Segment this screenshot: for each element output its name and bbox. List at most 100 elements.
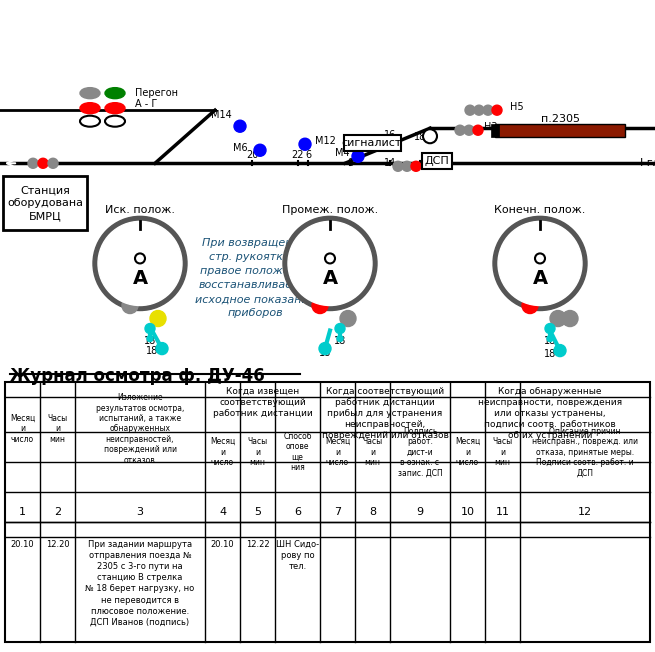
Text: 12: 12 [578, 507, 592, 517]
Text: ЧГ: ЧГ [208, 75, 221, 85]
Text: М14: М14 [212, 110, 232, 120]
Circle shape [299, 138, 311, 150]
Text: ЧД: ЧД [14, 135, 30, 145]
Text: Когда соответствующий
работник дистанции
прибыл для устранения
неисправностей,
п: Когда соответствующий работник дистанции… [322, 387, 449, 441]
Text: Ст. Г: Ст. Г [171, 71, 219, 89]
Text: I гл.: I гл. [640, 158, 655, 168]
Text: 2: 2 [54, 507, 61, 517]
Circle shape [98, 222, 182, 306]
Text: 22: 22 [291, 150, 305, 160]
Circle shape [411, 161, 421, 171]
Circle shape [28, 158, 38, 168]
Text: 12.22: 12.22 [246, 540, 269, 549]
Text: Ст. А: Ст. А [345, 41, 415, 65]
Text: Часы
и
мин: Часы и мин [248, 437, 267, 467]
Text: Перегон
А - Г: Перегон А - Г [135, 87, 178, 109]
Text: Иск. полож.: Иск. полож. [105, 205, 175, 215]
Text: 8: 8 [369, 507, 376, 517]
Text: сигналист: сигналист [342, 138, 402, 148]
Text: Месяц
и
число: Месяц и число [10, 414, 35, 444]
Circle shape [393, 161, 403, 171]
Circle shape [423, 129, 437, 143]
Text: 14: 14 [384, 158, 396, 168]
Text: Конечн. полож.: Конечн. полож. [495, 205, 586, 215]
Text: п.2305: п.2305 [540, 114, 580, 124]
Text: 9: 9 [417, 507, 424, 517]
Text: 10: 10 [460, 507, 474, 517]
Text: Часы
и
мин: Часы и мин [47, 414, 67, 444]
Text: 16: 16 [384, 130, 396, 140]
Circle shape [455, 125, 465, 135]
Circle shape [464, 125, 474, 135]
Text: 6: 6 [294, 507, 301, 517]
Text: А: А [533, 269, 548, 288]
Text: М12: М12 [315, 136, 336, 146]
Circle shape [150, 310, 166, 327]
Text: Месяц
и
число: Месяц и число [455, 437, 480, 467]
FancyBboxPatch shape [491, 125, 499, 137]
Circle shape [312, 297, 328, 314]
Circle shape [325, 254, 335, 263]
Text: 18: 18 [334, 336, 346, 346]
Text: 4: 4 [219, 507, 226, 517]
Text: 12.20: 12.20 [46, 540, 69, 549]
Text: 8: 8 [347, 158, 353, 168]
Text: 18: 18 [146, 346, 158, 355]
Text: Описание причин
неисправн., поврежд. или
отказа, принятые меры.
Подписи соотв. р: Описание причин неисправн., поврежд. или… [532, 427, 638, 477]
FancyBboxPatch shape [495, 125, 625, 137]
Circle shape [283, 216, 377, 310]
Text: Когда извещен
соответствующий
работник дистанции: Когда извещен соответствующий работник д… [213, 387, 312, 419]
Text: ШН Сидо-
рову по
тел.: ШН Сидо- рову по тел. [276, 540, 319, 571]
Text: Когда обнаруженные
неисправности, повреждения
или отказы устранены,
подписи соот: Когда обнаруженные неисправности, повреж… [478, 387, 622, 441]
Text: 11: 11 [495, 507, 510, 517]
Text: 1: 1 [19, 507, 26, 517]
Text: 3: 3 [136, 507, 143, 517]
Text: 18: 18 [544, 336, 556, 346]
Text: Подпись
работ.
дист-и
в ознак. с
запис. ДСП: Подпись работ. дист-и в ознак. с запис. … [398, 427, 442, 477]
Text: 18: 18 [144, 336, 156, 346]
Text: 20.10: 20.10 [10, 540, 34, 549]
Text: Н5: Н5 [510, 102, 523, 112]
Circle shape [145, 323, 155, 334]
Circle shape [402, 161, 412, 171]
Text: Часы
и
мин: Часы и мин [362, 437, 383, 467]
Ellipse shape [105, 87, 125, 98]
FancyBboxPatch shape [344, 135, 401, 151]
Circle shape [288, 222, 372, 306]
Circle shape [340, 310, 356, 327]
Circle shape [498, 222, 582, 306]
Circle shape [93, 216, 187, 310]
Circle shape [545, 323, 555, 334]
Text: 7: 7 [334, 507, 341, 517]
Circle shape [550, 310, 566, 327]
Text: 18: 18 [414, 132, 426, 142]
Text: 20: 20 [246, 150, 258, 160]
Text: Станция
оборудована
БМРЦ: Станция оборудована БМРЦ [7, 185, 83, 222]
Ellipse shape [80, 115, 100, 126]
Circle shape [337, 336, 343, 342]
Text: Ст. В: Ст. В [59, 128, 121, 148]
Text: При возвращении
стр. рукоятки в
правое положение
восстанавливается
исходное пока: При возвращении стр. рукоятки в правое п… [195, 239, 315, 318]
Circle shape [352, 150, 364, 162]
Text: Месяц
и
число: Месяц и число [210, 437, 235, 467]
Circle shape [535, 254, 545, 263]
Circle shape [554, 344, 566, 357]
Circle shape [254, 144, 266, 156]
Text: Месяц
и
число: Месяц и число [325, 437, 350, 467]
Circle shape [122, 297, 138, 314]
Text: М4: М4 [335, 148, 350, 158]
Circle shape [156, 342, 168, 355]
Text: Н1: Н1 [422, 158, 436, 168]
Text: ДСП: ДСП [424, 156, 449, 166]
Circle shape [474, 105, 484, 115]
Circle shape [234, 120, 246, 132]
Text: Часы
и
мин: Часы и мин [493, 437, 513, 467]
Text: А: А [132, 269, 147, 288]
Circle shape [562, 310, 578, 327]
Text: 6: 6 [305, 150, 311, 160]
Circle shape [522, 297, 538, 314]
FancyBboxPatch shape [3, 176, 87, 230]
Circle shape [319, 342, 331, 355]
Text: Способ
опове
ще
ния: Способ опове ще ния [283, 432, 312, 472]
Circle shape [38, 158, 48, 168]
